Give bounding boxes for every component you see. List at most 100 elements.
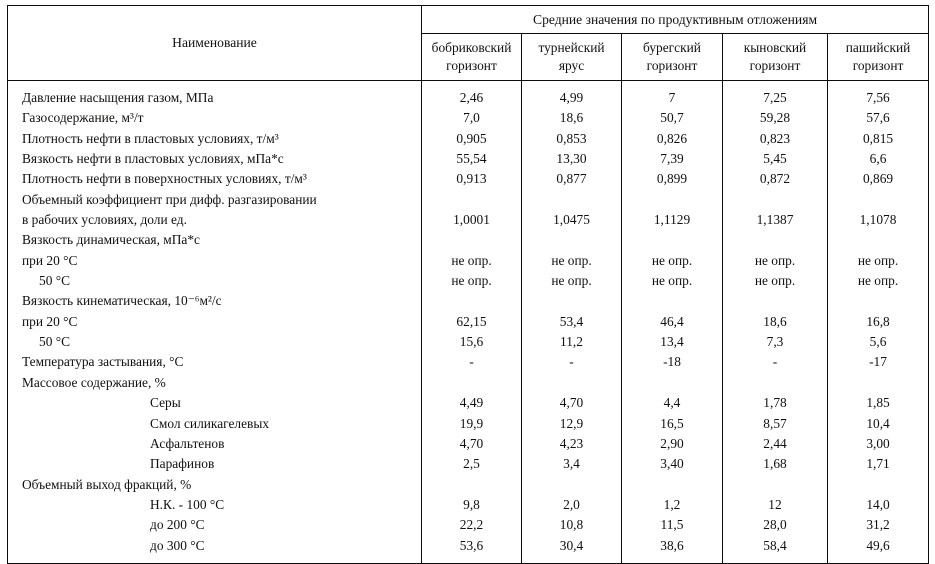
parameter-label: при 20 °С	[22, 252, 78, 268]
data-value	[622, 230, 722, 250]
header-column-turneysky: турнейский ярус	[521, 33, 622, 81]
data-value	[828, 373, 928, 393]
data-value: -18	[663, 354, 681, 370]
data-value	[723, 373, 827, 393]
data-value: не опр.	[754, 252, 796, 268]
data-value: 28,0	[763, 517, 787, 533]
data-value: 16,8	[866, 313, 890, 329]
parameter-label: до 200 °С	[150, 517, 205, 533]
parameter-label: Объемный коэффициент при дифф. разгазиро…	[22, 191, 317, 207]
data-value	[828, 291, 928, 311]
data-value: 0,826	[656, 130, 688, 146]
data-value: 53,4	[559, 313, 584, 329]
data-value: 15,6	[459, 334, 484, 350]
data-value: 2,5	[463, 456, 480, 472]
data-value: 58,4	[763, 537, 787, 553]
data-value: 9,8	[463, 496, 480, 512]
data-value: 22,2	[459, 517, 484, 533]
data-value: 1,1387	[756, 212, 794, 228]
data-value	[522, 291, 621, 311]
data-value	[422, 475, 521, 495]
data-value: 10,8	[559, 517, 584, 533]
data-value: 13,4	[660, 334, 684, 350]
data-value: 7,3	[766, 334, 784, 350]
data-value	[828, 190, 928, 210]
data-value: 4,23	[559, 435, 584, 451]
data-value: 59,28	[759, 110, 791, 126]
data-value	[522, 475, 621, 495]
parameter-label: Плотность нефти в пластовых условиях, т/…	[22, 130, 279, 146]
parameter-label: Массовое содержание, %	[22, 374, 166, 390]
header-row-group: Наименование Средние значения по продукт…	[7, 5, 930, 81]
header-group-label: Средние значения по продуктивным отложен…	[420, 5, 930, 34]
parameter-label: Смол силикагелевых	[150, 415, 270, 431]
data-value: 38,6	[660, 537, 684, 553]
values-cell-pashiysky: 7,56 57,6 0,815 6,6 0,869 1,1078 не опр. не о…	[826, 80, 930, 564]
parameter-label: Вязкость нефти в пластовых условиях, мПа…	[22, 151, 284, 167]
data-value: 2,44	[763, 435, 787, 451]
data-value: 2,0	[563, 496, 580, 512]
header-column-pashiysky: пашийский горизонт	[826, 33, 930, 81]
table-header: Наименование Средние значения по продукт…	[7, 5, 930, 81]
parameter-label: Температура застывания, °С	[22, 354, 184, 370]
data-value: 7,0	[463, 110, 480, 126]
header-column-line2: горизонт	[852, 58, 904, 73]
data-value: 0,905	[456, 130, 487, 146]
parameter-label: Объемный выход фракций, %	[22, 476, 192, 492]
parameter-label: 50 °С	[39, 334, 71, 350]
parameter-label: Серы	[150, 395, 181, 411]
data-value	[622, 475, 722, 495]
data-value: 50,7	[660, 110, 684, 126]
parameter-label: при 20 °С	[22, 313, 78, 329]
header-column-line1: пашийский	[845, 40, 911, 56]
data-value: 4,70	[459, 435, 484, 451]
petrophysical-properties-table: Наименование Средние значения по продукт…	[7, 5, 930, 564]
data-value: 30,4	[559, 537, 584, 553]
value-list-bobrikovsky: 2,46 7,0 0,905 55,54 0,913 1,0001 не опр. не …	[422, 81, 521, 563]
data-value: 19,9	[459, 415, 484, 431]
data-value: 3,40	[660, 456, 684, 472]
data-value: 46,4	[660, 313, 684, 329]
data-value: не опр.	[857, 252, 899, 268]
data-value	[723, 475, 827, 495]
data-value: 0,913	[456, 171, 487, 187]
data-value: 12	[768, 496, 782, 512]
parameter-label: Вязкость кинематическая, 10⁻⁶м²/с	[22, 293, 222, 309]
data-value: 4,99	[559, 90, 584, 105]
data-value: 1,68	[763, 456, 787, 472]
values-cell-kynovsky: 7,25 59,28 0,823 5,45 0,872 1,1387 не опр. не…	[722, 80, 828, 564]
value-list-pashiysky: 7,56 57,6 0,815 6,6 0,869 1,1078 не опр. не о…	[828, 81, 928, 563]
table-body: Давление насыщения газом, МПа Газосодержа…	[7, 80, 930, 564]
data-value: 18,6	[559, 110, 584, 126]
data-value: -	[469, 354, 474, 370]
data-value: не опр.	[857, 273, 899, 289]
data-value: 55,54	[456, 151, 487, 167]
document-page: Наименование Средние значения по продукт…	[7, 5, 930, 564]
data-value: 4,4	[663, 395, 681, 411]
data-value: 10,4	[866, 415, 890, 431]
data-value: 0,869	[862, 171, 894, 187]
data-value: 31,2	[866, 517, 890, 533]
data-value: 62,15	[456, 313, 487, 329]
data-value: не опр.	[651, 252, 693, 268]
data-value: 1,71	[866, 456, 890, 472]
values-cell-bobrikovsky: 2,46 7,0 0,905 55,54 0,913 1,0001 не опр. не …	[421, 80, 522, 564]
data-value	[723, 230, 827, 250]
data-value: не опр.	[451, 273, 492, 289]
header-column-line1: кыновский	[743, 40, 807, 56]
data-value	[622, 373, 722, 393]
parameter-label: Асфальтенов	[150, 435, 225, 451]
parameter-label: Парафинов	[150, 456, 215, 472]
data-value	[622, 291, 722, 311]
data-value: -17	[869, 354, 887, 370]
data-value	[522, 190, 621, 210]
data-value: 7,39	[660, 151, 684, 167]
table-body-row: Давление насыщения газом, МПа Газосодержа…	[7, 80, 930, 564]
header-name-column: Наименование	[7, 5, 422, 81]
data-value: 1,0001	[453, 212, 490, 228]
parameter-label: 50 °С	[39, 273, 71, 289]
data-value: 2,46	[459, 90, 484, 105]
data-value: 1,0475	[553, 212, 590, 228]
parameter-name-list: Давление насыщения газом, МПа Газосодержа…	[8, 81, 421, 563]
header-column-kynovsky: кыновский горизонт	[722, 33, 828, 81]
